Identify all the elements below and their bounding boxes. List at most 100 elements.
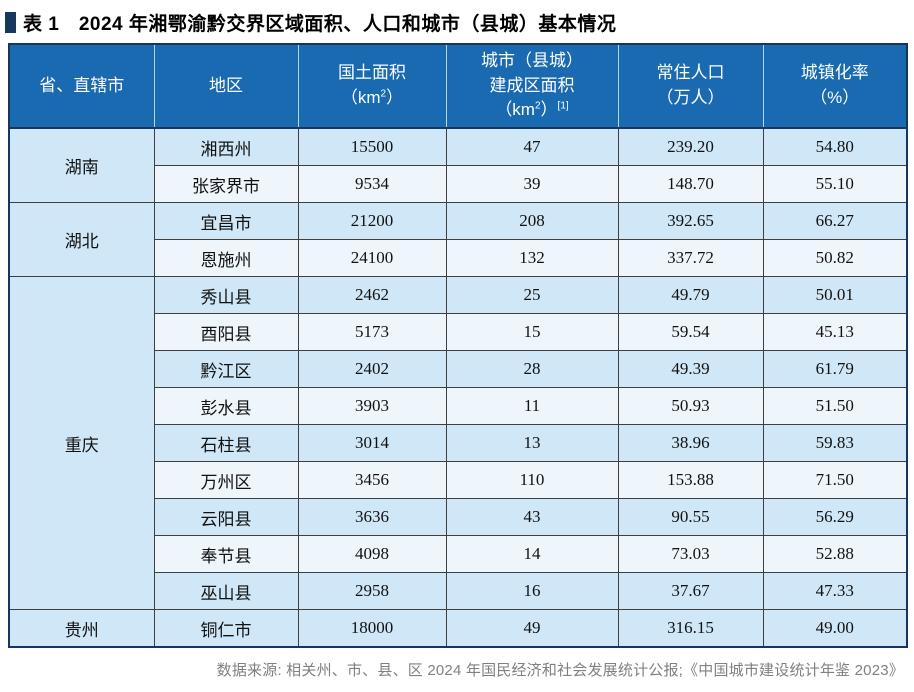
land-area-cell: 18000 [297,609,447,648]
source-note: 数据来源: 相关州、市、县、区 2024 年国民经济和社会发展统计公报;《中国城… [216,662,904,679]
land-area-cell: 2958 [297,572,447,610]
population-cell: 153.88 [617,461,764,499]
land-area-cell: 24100 [297,239,447,277]
built-up-area-cell: 47 [445,127,619,166]
region-cell: 秀山县 [153,276,299,314]
urbanization-cell: 51.50 [762,387,908,425]
region-cell: 铜仁市 [153,609,299,648]
col-header-urbanization: 城镇化率 （%） [762,44,907,129]
urbanization-cell: 59.83 [762,424,908,462]
land-area-cell: 3903 [297,387,447,425]
region-cell: 黔江区 [153,350,299,388]
region-cell: 奉节县 [153,535,299,573]
urbanization-cell: 66.27 [762,202,908,240]
urbanization-cell: 50.82 [762,239,908,277]
table-row: 石柱县 3014 13 38.96 59.83 [9,424,908,462]
urbanization-cell: 71.50 [762,461,908,499]
table-row: 恩施州 24100 132 337.72 50.82 [9,239,908,277]
population-cell: 392.65 [617,202,764,240]
land-area-cell: 3636 [297,498,447,536]
population-cell: 239.20 [617,127,764,166]
table-body: 湖南 湘西州 15500 47 239.20 54.80 张家界市 9534 39 148.70 5… [8,127,908,648]
urbanization-cell: 50.01 [762,276,908,314]
land-area-cell: 21200 [297,202,447,240]
built-up-area-cell: 16 [445,572,619,610]
population-cell: 49.79 [617,276,764,314]
table-title: 表 1 2024 年湘鄂渝黔交界区域面积、人口和城市（县城）基本情况 [0,0,914,43]
population-cell: 90.55 [617,498,764,536]
province-cell: 重庆 [8,276,155,610]
population-cell: 148.70 [617,165,764,203]
urbanization-cell: 47.33 [762,572,908,610]
population-cell: 37.67 [617,572,764,610]
built-up-area-cell: 15 [445,313,619,351]
region-cell: 万州区 [153,461,299,499]
table-row: 贵州 铜仁市 18000 49 316.15 49.00 [8,609,908,648]
table-row: 重庆 秀山县 2462 25 49.79 50.01 [8,276,908,610]
col-header-region: 地区 [153,44,298,129]
title-marker-icon [5,12,16,33]
land-area-cell: 2462 [297,276,447,314]
table-row: 云阳县 3636 43 90.55 56.29 [9,498,908,536]
table-header: 省、直辖市 地区 国土面积 （km2） 城市（县城） 建成区面积 （km2）[1] 常住人口（… [9,44,907,129]
statistics-table: 省、直辖市 地区 国土面积 （km2） 城市（县城） 建成区面积 （km2）[1] 常住人口（… [8,43,908,648]
region-cell: 张家界市 [153,165,299,203]
built-up-area-cell: 13 [445,424,619,462]
built-up-area-cell: 49 [445,609,619,648]
population-cell: 73.03 [617,535,764,573]
built-up-area-cell: 25 [445,276,619,314]
urbanization-cell: 54.80 [762,127,908,166]
land-area-cell: 4098 [297,535,447,573]
region-cell: 云阳县 [153,498,299,536]
built-up-area-cell: 208 [445,202,619,240]
province-cell: 湖南 [8,127,155,203]
urbanization-cell: 52.88 [762,535,908,573]
built-up-area-cell: 110 [445,461,619,499]
region-cell: 宜昌市 [153,202,299,240]
population-cell: 337.72 [617,239,764,277]
urbanization-cell: 49.00 [762,609,908,648]
built-up-area-cell: 28 [445,350,619,388]
title-text: 表 1 2024 年湘鄂渝黔交界区域面积、人口和城市（县城）基本情况 [23,14,617,35]
urbanization-cell: 56.29 [762,498,908,536]
built-up-area-cell: 11 [445,387,619,425]
region-cell: 石柱县 [153,424,299,462]
land-area-cell: 3456 [297,461,447,499]
built-up-area-cell: 14 [445,535,619,573]
land-area-cell: 5173 [297,313,447,351]
urbanization-cell: 61.79 [762,350,908,388]
table-row: 湖南 湘西州 15500 47 239.20 54.80 [8,127,908,203]
province-cell: 湖北 [8,202,155,277]
table-row: 酉阳县 5173 15 59.54 45.13 [9,313,908,351]
table-row: 巫山县 2958 16 37.67 47.33 [9,572,908,610]
region-cell: 巫山县 [153,572,299,610]
col-header-population: 常住人口 （万人） [617,44,763,129]
urbanization-cell: 55.10 [762,165,908,203]
built-up-area-cell: 132 [445,239,619,277]
built-up-area-cell: 39 [445,165,619,203]
table-row: 张家界市 9534 39 148.70 55.10 [9,165,908,203]
col-header-land-area: 国土面积 （km2） [297,44,446,129]
population-cell: 50.93 [617,387,764,425]
population-cell: 59.54 [617,313,764,351]
population-cell: 316.15 [617,609,764,648]
region-cell: 彭水县 [153,387,299,425]
table-row: 黔江区 2402 28 49.39 61.79 [9,350,908,388]
urbanization-cell: 45.13 [762,313,908,351]
province-cell: 贵州 [8,609,155,648]
region-cell: 酉阳县 [153,313,299,351]
land-area-cell: 9534 [297,165,447,203]
land-area-cell: 15500 [297,127,447,166]
region-cell: 恩施州 [153,239,299,277]
population-cell: 38.96 [617,424,764,462]
built-up-area-cell: 43 [445,498,619,536]
region-cell: 湘西州 [153,127,299,166]
col-header-built-up-area: 城市（县城） 建成区面积 （km2）[1] [445,44,618,129]
table-row: 彭水县 3903 11 50.93 51.50 [9,387,908,425]
col-header-province: 省、直辖市 [9,44,154,129]
land-area-cell: 2402 [297,350,447,388]
land-area-cell: 3014 [297,424,447,462]
table-row: 湖北 宜昌市 21200 208 392.65 66.27 [8,202,908,277]
table-row: 万州区 3456 110 153.88 71.50 [9,461,908,499]
